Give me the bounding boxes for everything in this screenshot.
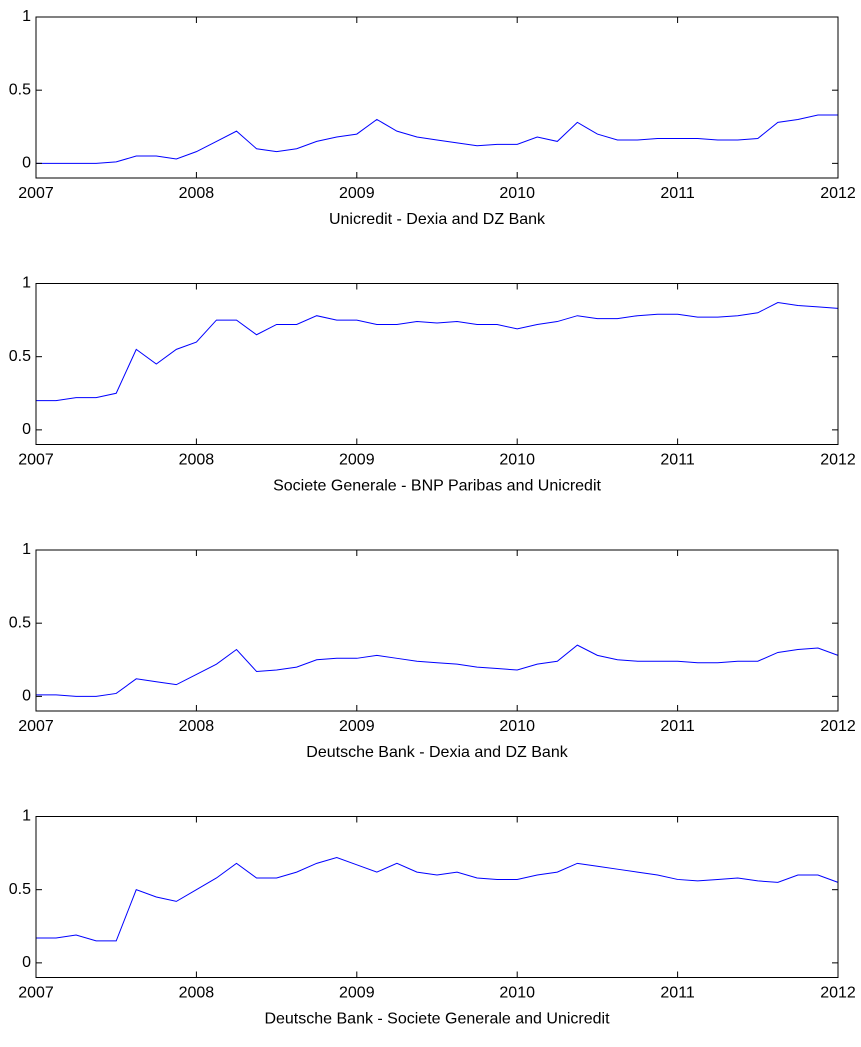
x-tick-label: 2009 — [339, 718, 375, 735]
x-tick-label: 2010 — [499, 185, 535, 202]
y-tick-label: 1 — [22, 541, 31, 558]
axes-frame — [35, 816, 839, 978]
y-tick-label: 1 — [22, 8, 31, 25]
line-series — [36, 644, 839, 697]
x-tick-label: 2011 — [660, 985, 695, 1002]
y-tick-label: 0.5 — [9, 348, 31, 365]
line-series — [36, 302, 839, 402]
line-series — [36, 114, 838, 164]
y-tick-label: 0 — [22, 688, 31, 705]
x-tick-label: 2010 — [499, 985, 535, 1002]
x-tick-label: 2010 — [499, 452, 535, 469]
x-tick-label: 2009 — [339, 185, 375, 202]
x-tick-label: 2007 — [18, 452, 54, 469]
x-tick-label: 2008 — [179, 718, 215, 735]
x-tick-label: 2012 — [820, 452, 856, 469]
x-axis-label: Societe Generale - BNP Paribas and Unicr… — [273, 478, 601, 495]
axes-box — [36, 17, 838, 178]
x-axis-label: Deutsche Bank - Societe Generale and Uni… — [264, 1011, 610, 1028]
line-series — [36, 856, 839, 942]
x-tick-label: 2012 — [820, 985, 856, 1002]
axes-box — [36, 283, 838, 445]
x-tick-label: 2009 — [339, 985, 375, 1002]
axes-frame — [35, 283, 839, 445]
x-tick-label: 2007 — [18, 185, 54, 202]
x-tick-label: 2010 — [499, 718, 535, 735]
axes-box — [36, 550, 838, 711]
y-tick-label: 0.5 — [9, 881, 31, 898]
y-tick-label: 0 — [22, 954, 31, 971]
axes-frame — [35, 16, 839, 179]
x-tick-label: 2008 — [179, 452, 215, 469]
x-tick-label: 2008 — [179, 985, 215, 1002]
y-tick-label: 1 — [22, 275, 31, 292]
axes-frame — [35, 549, 839, 712]
x-tick-label: 2007 — [18, 718, 54, 735]
y-tick-label: 1 — [22, 808, 31, 825]
x-tick-label: 2012 — [820, 718, 856, 735]
x-tick-label: 2011 — [660, 452, 695, 469]
x-tick-label: 2008 — [179, 185, 215, 202]
x-axis-label: Deutsche Bank - Dexia and DZ Bank — [306, 744, 568, 761]
y-tick-label: 0 — [22, 155, 31, 172]
x-tick-label: 2012 — [820, 185, 856, 202]
y-tick-label: 0 — [22, 421, 31, 438]
y-tick-label: 0.5 — [9, 81, 31, 98]
x-tick-label: 2009 — [339, 452, 375, 469]
x-tick-label: 2007 — [18, 985, 54, 1002]
axes-box — [36, 816, 838, 978]
x-axis-label: Unicredit - Dexia and DZ Bank — [329, 211, 546, 228]
y-tick-label: 0.5 — [9, 614, 31, 631]
x-tick-label: 2011 — [660, 718, 695, 735]
x-tick-label: 2011 — [660, 185, 695, 202]
